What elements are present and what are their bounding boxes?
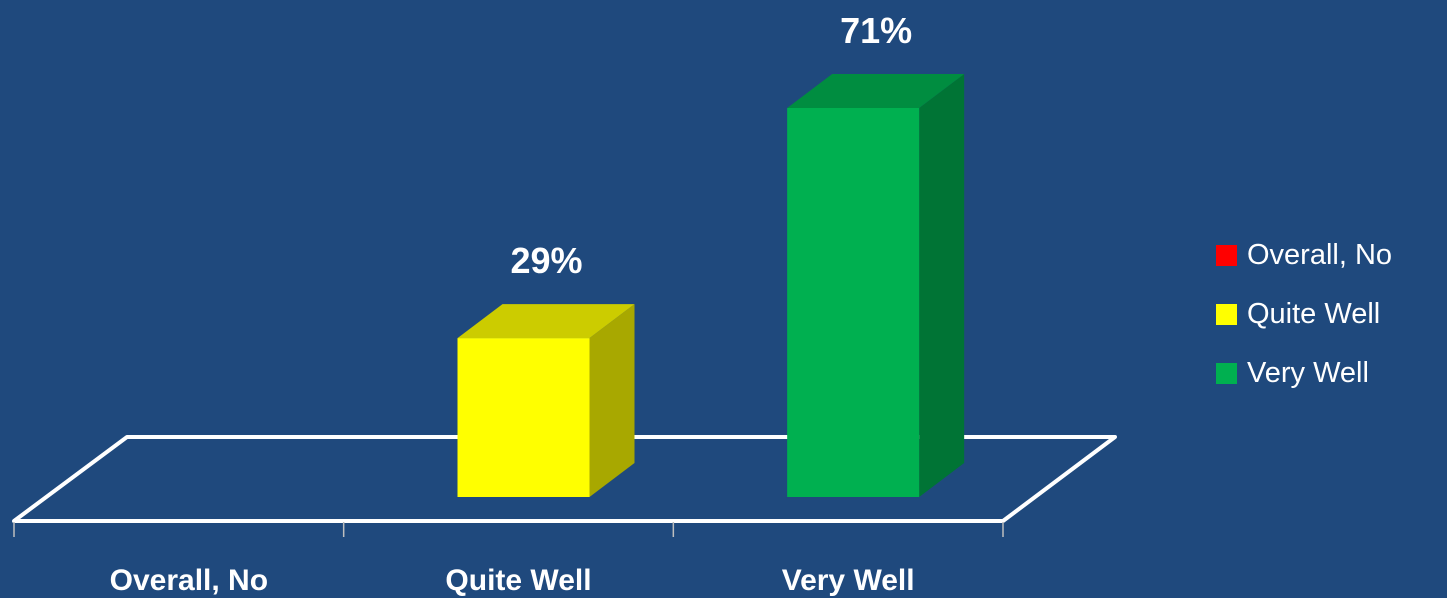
legend-item-quite-well: Quite Well [1216, 285, 1392, 344]
floor-plane [12, 435, 1117, 523]
legend-label: Quite Well [1247, 298, 1381, 330]
legend-swatch [1216, 245, 1237, 266]
bar-side [589, 304, 635, 497]
category-label: Overall, No [110, 564, 268, 597]
category-label: Quite Well [445, 564, 591, 597]
legend-label: Overall, No [1247, 239, 1393, 271]
category-label: Very Well [782, 564, 915, 597]
data-label: 29% [510, 240, 582, 281]
legend-item-very-well: Very Well [1216, 344, 1392, 403]
bar-very-well [787, 108, 920, 497]
data-label: 71% [840, 10, 912, 51]
legend-swatch [1216, 304, 1237, 325]
legend-item-overall-no: Overall, No [1216, 226, 1392, 285]
bar-top [787, 74, 965, 108]
legend-swatch [1216, 363, 1237, 384]
legend: Overall, No Quite Well Very Well [1216, 226, 1392, 403]
bar-quite-well [457, 338, 590, 497]
legend-label: Very Well [1247, 357, 1369, 389]
bar-top [457, 304, 635, 339]
bar-side [919, 74, 965, 497]
